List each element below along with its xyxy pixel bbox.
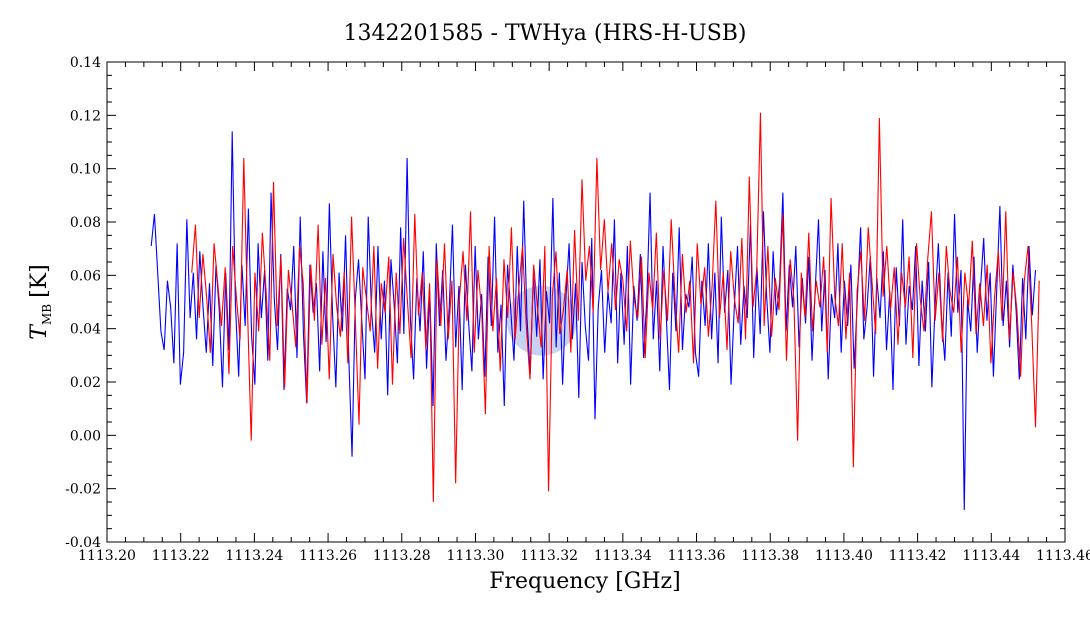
plot-frame — [106, 61, 1066, 543]
y-tick-label: 0.14 — [70, 55, 101, 71]
x-tick-label: 1113.20 — [78, 548, 136, 564]
x-tick-label: 1113.24 — [225, 548, 283, 564]
x-tick-label: 1113.32 — [520, 548, 578, 564]
y-axis-label-subscript: MB — [40, 304, 54, 325]
y-axis-label: TMB [K] — [27, 264, 54, 339]
y-tick-label: 0.00 — [70, 428, 101, 444]
y-tick-label: 0.04 — [70, 322, 101, 338]
y-tick-label: -0.02 — [65, 482, 101, 498]
x-tick-label: 1113.40 — [815, 548, 873, 564]
series-line-red — [191, 112, 1040, 503]
x-tick-label: 1113.26 — [299, 548, 357, 564]
y-tick-label: 0.06 — [70, 268, 101, 284]
y-axis-label-unit: [K] — [27, 264, 52, 298]
x-tick-label: 1113.46 — [1036, 548, 1090, 564]
chart-title: 1342201585 - TWHya (HRS-H-USB) — [343, 21, 746, 46]
y-tick-label: 0.10 — [70, 162, 101, 178]
x-tick-label: 1113.38 — [741, 548, 799, 564]
y-tick-label: 0.08 — [70, 215, 101, 231]
y-tick-label: 0.12 — [70, 108, 101, 124]
y-tick-label: 0.02 — [70, 375, 101, 391]
x-tick-label: 1113.28 — [373, 548, 431, 564]
x-tick-label: 1113.36 — [668, 548, 726, 564]
x-tick-label: 1113.44 — [962, 548, 1020, 564]
axis-ticks: 1113.20 1113.22 1113.24 1113.26 1113.28 1113.… — [65, 55, 1090, 564]
y-axis-label-main: T — [27, 323, 52, 340]
x-axis-label: Frequency [GHz] — [489, 569, 681, 594]
y-tick-label: -0.04 — [65, 535, 101, 551]
svg-text:TMB[K]: TMB [K] — [27, 264, 54, 339]
series-line-blue — [150, 131, 1037, 511]
plot-area — [150, 112, 1040, 511]
x-tick-label: 1113.30 — [447, 548, 505, 564]
x-tick-label: 1113.42 — [889, 548, 947, 564]
x-tick-label: 1113.22 — [152, 548, 210, 564]
x-tick-label: 1113.34 — [594, 548, 652, 564]
